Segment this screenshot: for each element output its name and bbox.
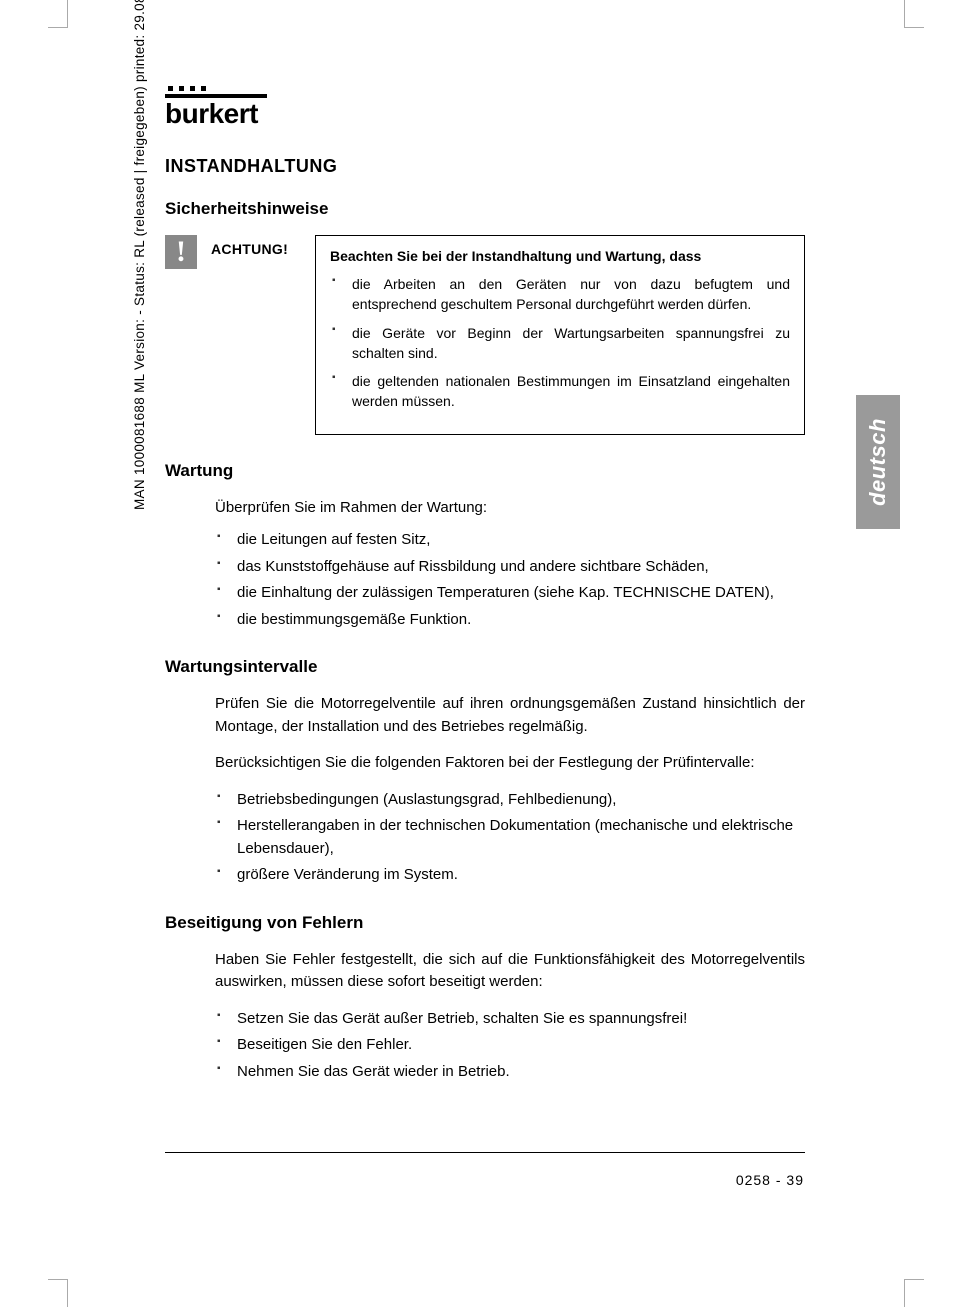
- crop-mark-bottom-left: [48, 1279, 68, 1307]
- section-heading-intervals: Wartungsintervalle: [165, 657, 805, 677]
- list-item: Betriebsbedingungen (Auslastungsgrad, Fe…: [237, 789, 805, 812]
- page-title: INSTANDHALTUNG: [165, 156, 805, 177]
- warning-box: Beachten Sie bei der Instandhaltung und …: [315, 235, 805, 435]
- list-item: die Arbeiten an den Geräten nur von dazu…: [352, 274, 790, 315]
- warning-label: ACHTUNG!: [211, 235, 301, 257]
- list-item: die bestimmungsgemäße Funktion.: [237, 609, 805, 632]
- language-tab: deutsch: [856, 395, 900, 529]
- warning-block: ! ACHTUNG! Beachten Sie bei der Instandh…: [165, 235, 805, 435]
- list-item: Setzen Sie das Gerät außer Betrieb, scha…: [237, 1008, 805, 1031]
- faults-block: Haben Sie Fehler festgestellt, die sich …: [215, 949, 805, 1084]
- crop-mark-top-right: [904, 0, 924, 28]
- list-item: die geltenden nationalen Bestimmungen im…: [352, 371, 790, 412]
- document-meta-sidebar: MAN 1000081688 ML Version: - Status: RL …: [132, 0, 147, 510]
- list-item: Herstellerangaben in der technischen Dok…: [237, 815, 805, 860]
- crop-mark-bottom-right: [904, 1279, 924, 1307]
- content-area: burkert INSTANDHALTUNG Sicherheitshinwei…: [165, 86, 805, 1087]
- list-item: größere Veränderung im System.: [237, 864, 805, 887]
- section-heading-faults: Beseitigung von Fehlern: [165, 913, 805, 933]
- maintenance-block: Überprüfen Sie im Rahmen der Wartung: di…: [215, 497, 805, 632]
- list-item: die Leitungen auf festen Sitz,: [237, 529, 805, 552]
- page-number: 0258 - 39: [736, 1172, 804, 1188]
- list-item: das Kunststoffgehäuse auf Rissbildung un…: [237, 556, 805, 579]
- section-heading-maintenance: Wartung: [165, 461, 805, 481]
- page: MAN 1000081688 ML Version: - Status: RL …: [0, 0, 954, 1307]
- list-item: Nehmen Sie das Gerät wieder in Betrieb.: [237, 1061, 805, 1084]
- faults-list: Setzen Sie das Gerät außer Betrieb, scha…: [215, 1008, 805, 1084]
- warning-icon: !: [165, 235, 197, 269]
- intervals-para2: Berücksichtigen Sie die folgenden Faktor…: [215, 752, 805, 775]
- footer-rule: [165, 1152, 805, 1153]
- crop-mark-top-left: [48, 0, 68, 28]
- list-item: Beseitigen Sie den Fehler.: [237, 1034, 805, 1057]
- intervals-para1: Prüfen Sie die Motorregelventile auf ihr…: [215, 693, 805, 738]
- warning-box-heading: Beachten Sie bei der Instandhaltung und …: [330, 248, 790, 264]
- section-heading-safety: Sicherheitshinweise: [165, 199, 805, 219]
- maintenance-list: die Leitungen auf festen Sitz, das Kunst…: [215, 529, 805, 631]
- list-item: die Einhaltung der zulässigen Temperatur…: [237, 582, 805, 605]
- list-item: die Geräte vor Beginn der Wartungsarbeit…: [352, 323, 790, 364]
- brand-name: burkert: [165, 100, 805, 128]
- intervals-list: Betriebsbedingungen (Auslastungsgrad, Fe…: [215, 789, 805, 887]
- faults-para1: Haben Sie Fehler festgestellt, die sich …: [215, 949, 805, 994]
- brand-logo: burkert: [165, 86, 805, 128]
- warning-list: die Arbeiten an den Geräten nur von dazu…: [330, 274, 790, 412]
- language-tab-label: deutsch: [865, 418, 891, 506]
- maintenance-intro: Überprüfen Sie im Rahmen der Wartung:: [215, 497, 805, 520]
- intervals-block: Prüfen Sie die Motorregelventile auf ihr…: [215, 693, 805, 887]
